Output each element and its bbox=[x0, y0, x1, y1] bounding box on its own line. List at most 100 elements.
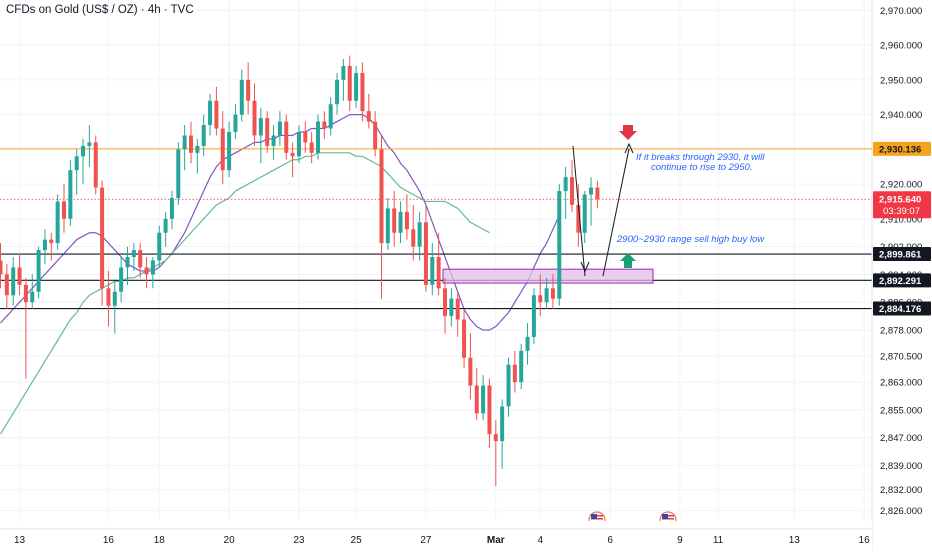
candle bbox=[462, 309, 467, 369]
candle-body bbox=[303, 131, 308, 143]
buy-arrow-icon bbox=[620, 253, 636, 268]
candle bbox=[354, 65, 359, 108]
candle bbox=[328, 97, 333, 136]
candle bbox=[404, 194, 409, 240]
candle bbox=[157, 225, 162, 268]
candle-body bbox=[265, 118, 270, 146]
candle bbox=[163, 211, 168, 247]
candle bbox=[411, 204, 416, 261]
time-axis[interactable]: 13 16 18 20 23 25 27 Mar 4 6 9 11 13 16 bbox=[0, 521, 872, 550]
candle-body bbox=[481, 385, 486, 414]
grid bbox=[0, 0, 872, 521]
candle bbox=[284, 114, 289, 160]
candle bbox=[4, 263, 9, 310]
candle bbox=[62, 184, 66, 233]
candle-body bbox=[119, 267, 124, 292]
time-tick-label: 13 bbox=[14, 535, 26, 546]
time-tick-label: 20 bbox=[224, 535, 236, 546]
candle-body bbox=[347, 65, 352, 101]
time-tick-label: 27 bbox=[420, 535, 432, 546]
candle bbox=[106, 270, 111, 327]
time-tick-label: 6 bbox=[607, 535, 613, 546]
candle-body bbox=[112, 291, 117, 306]
candle-body bbox=[233, 114, 238, 132]
candle bbox=[144, 257, 149, 289]
candle-body bbox=[493, 434, 498, 442]
candle bbox=[398, 201, 403, 244]
candle bbox=[474, 368, 479, 421]
candle bbox=[131, 243, 136, 271]
time-tick-label: 18 bbox=[154, 535, 166, 546]
candle-body bbox=[277, 121, 282, 136]
candle bbox=[49, 232, 54, 261]
candle-body bbox=[150, 260, 155, 275]
range-zone-box bbox=[442, 268, 654, 284]
candle bbox=[258, 107, 263, 164]
candle bbox=[519, 343, 524, 390]
drawing-annotations: If it breaks through 2930, it willcontin… bbox=[572, 125, 765, 529]
candle-body bbox=[30, 291, 35, 303]
candle-body bbox=[570, 177, 574, 205]
candle-body bbox=[195, 145, 200, 153]
candle bbox=[239, 69, 244, 122]
candle bbox=[481, 375, 486, 421]
time-tick-label: 4 bbox=[537, 535, 543, 546]
candle-body bbox=[411, 229, 416, 247]
candle-body bbox=[131, 250, 136, 258]
candle bbox=[379, 135, 384, 299]
candle-body bbox=[296, 131, 301, 157]
candle bbox=[373, 111, 378, 157]
candle bbox=[189, 121, 193, 164]
candle-body bbox=[214, 100, 219, 129]
candle-body bbox=[563, 177, 568, 192]
candle bbox=[309, 131, 314, 164]
candle-body bbox=[55, 201, 60, 244]
price-axis[interactable]: 2,970.000 2,960.000 2,950.000 2,940.000 2,92… bbox=[871, 0, 932, 550]
candle bbox=[563, 166, 568, 219]
candle-body bbox=[455, 298, 460, 320]
candle-body bbox=[258, 118, 263, 136]
candle-body bbox=[474, 385, 479, 414]
candle-body bbox=[436, 257, 441, 289]
candle bbox=[487, 378, 492, 449]
candle bbox=[0, 243, 3, 289]
current-price-tag bbox=[873, 191, 931, 219]
candle bbox=[430, 243, 435, 296]
price-tick-label: 2,847.000 bbox=[880, 433, 922, 444]
time-tick-label: 13 bbox=[789, 535, 801, 546]
price-tick-label: 2,839.000 bbox=[880, 461, 922, 472]
projection-up-arrowhead bbox=[624, 142, 634, 154]
candle bbox=[544, 277, 549, 310]
candle-body bbox=[201, 125, 206, 146]
candle-body bbox=[360, 72, 365, 112]
candle-body bbox=[208, 100, 213, 126]
candle bbox=[531, 288, 536, 344]
candle bbox=[538, 274, 543, 317]
candle bbox=[68, 159, 73, 226]
time-tick-label: 25 bbox=[351, 535, 363, 546]
candle bbox=[589, 177, 594, 226]
symbol-title: CFDs on Gold (US$ / OZ) · 4h · TVC bbox=[6, 4, 194, 16]
candle bbox=[195, 138, 200, 174]
candle-body bbox=[341, 65, 346, 80]
candle-body bbox=[17, 267, 22, 285]
candle bbox=[74, 149, 79, 195]
candle bbox=[125, 246, 130, 285]
candle-body bbox=[512, 364, 517, 383]
candle bbox=[271, 125, 276, 160]
candle bbox=[385, 197, 390, 251]
projection-down-line bbox=[572, 145, 586, 277]
candle bbox=[455, 291, 460, 337]
candle bbox=[112, 281, 117, 334]
price-tick-label: 2,863.000 bbox=[880, 378, 922, 389]
candle-body bbox=[42, 239, 47, 251]
candle-body bbox=[398, 211, 403, 233]
candle bbox=[335, 72, 340, 115]
candle-body bbox=[449, 298, 454, 317]
candle-body bbox=[49, 239, 54, 244]
candle-body bbox=[525, 336, 530, 351]
candle-body bbox=[462, 319, 467, 358]
candle-body bbox=[404, 211, 409, 230]
